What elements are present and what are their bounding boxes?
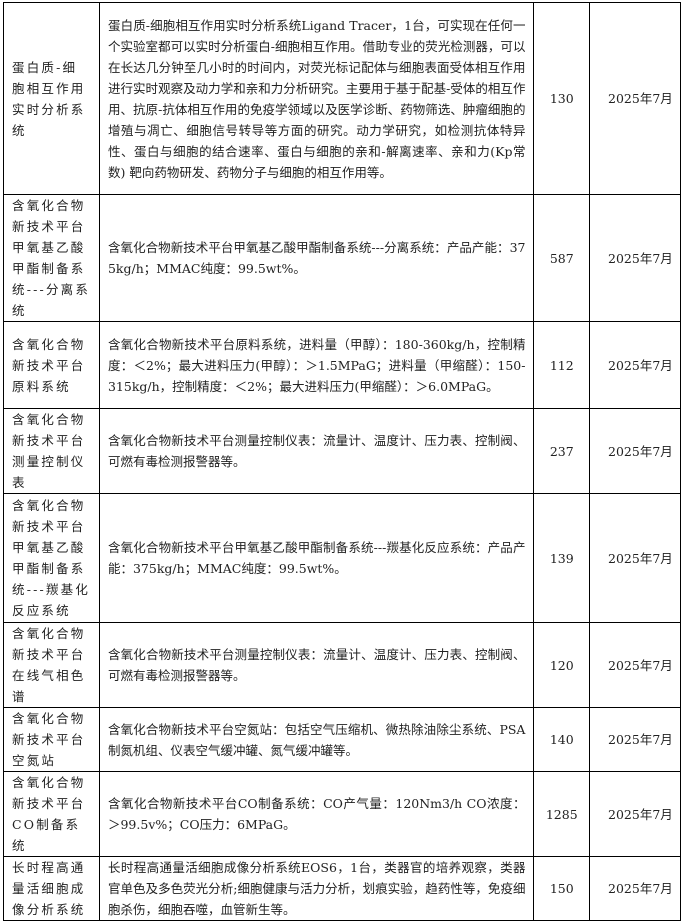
table-row: 含氧化合物新技术平台测量控制仪表 含氧化合物新技术平台测量控制仪表：流量计、温度计… xyxy=(3,408,681,494)
equipment-value: 112 xyxy=(533,321,591,409)
equipment-value: 237 xyxy=(533,408,591,494)
equipment-description: 蛋白质-细胞相互作用实时分析系统Ligand Tracer，1台，可实现在任何一… xyxy=(98,2,535,195)
equipment-value: 139 xyxy=(533,493,591,623)
acquisition-date: 2025年7月 xyxy=(589,194,681,322)
equipment-description: 含氧化合物新技术平台空氮站：包括空气压缩机、微热除油除尘系统、PSA制氮机组、仪… xyxy=(98,707,535,772)
equipment-name: 蛋白质-细胞相互作用实时分析系统 xyxy=(3,2,100,195)
acquisition-date: 2025年7月 xyxy=(589,493,681,623)
acquisition-date: 2025年7月 xyxy=(589,771,681,857)
equipment-name: 含氧化合物新技术平台CO制备系统 xyxy=(3,771,100,857)
table-row: 含氧化合物新技术平台CO制备系统 含氧化合物新技术平台CO制备系统：CO产气量：1… xyxy=(3,771,681,857)
equipment-value: 150 xyxy=(533,856,591,921)
table-row: 蛋白质-细胞相互作用实时分析系统 蛋白质-细胞相互作用实时分析系统Ligand T… xyxy=(3,2,681,195)
equipment-value: 120 xyxy=(533,622,591,708)
acquisition-date: 2025年7月 xyxy=(589,622,681,708)
acquisition-date: 2025年7月 xyxy=(589,707,681,772)
table-row: 长时程高通量活细胞成像分析系统 长时程高通量活细胞成像分析系统EOS6，1台，类器… xyxy=(3,856,681,921)
equipment-value: 140 xyxy=(533,707,591,772)
equipment-name: 含氧化合物新技术平台在线气相色谱 xyxy=(3,622,100,708)
table-row: 含氧化合物新技术平台甲氧基乙酸甲酯制备系统---羰基化反应系统 含氧化合物新技术平… xyxy=(3,493,681,623)
equipment-description: 长时程高通量活细胞成像分析系统EOS6，1台，类器官的培养观察，类器官单色及多色… xyxy=(98,856,535,921)
equipment-description: 含氧化合物新技术平台原料系统，进料量（甲醇）：180-360kg/h，控制精度：… xyxy=(98,321,535,409)
acquisition-date: 2025年7月 xyxy=(589,2,681,195)
equipment-name: 含氧化合物新技术平台空氮站 xyxy=(3,707,100,772)
table-row: 含氧化合物新技术平台空氮站 含氧化合物新技术平台空氮站：包括空气压缩机、微热除油除… xyxy=(3,707,681,772)
equipment-name: 含氧化合物新技术平台甲氧基乙酸甲酯制备系统---羰基化反应系统 xyxy=(3,493,100,623)
table-row: 含氧化合物新技术平台在线气相色谱 含氧化合物新技术平台测量控制仪表：流量计、温度计… xyxy=(3,622,681,708)
table-row: 含氧化合物新技术平台原料系统 含氧化合物新技术平台原料系统，进料量（甲醇）：180… xyxy=(3,321,681,409)
equipment-name: 含氧化合物新技术平台甲氧基乙酸甲酯制备系统---分离系统 xyxy=(3,194,100,322)
equipment-description: 含氧化合物新技术平台测量控制仪表：流量计、温度计、压力表、控制阀、可燃有毒检测报… xyxy=(98,622,535,708)
equipment-value: 130 xyxy=(533,2,591,195)
equipment-name: 含氧化合物新技术平台原料系统 xyxy=(3,321,100,409)
acquisition-date: 2025年7月 xyxy=(589,321,681,409)
acquisition-date: 2025年7月 xyxy=(589,856,681,921)
equipment-description: 含氧化合物新技术平台甲氧基乙酸甲酯制备系统---分离系统：产品产能：375kg/… xyxy=(98,194,535,322)
equipment-value: 587 xyxy=(533,194,591,322)
equipment-name: 含氧化合物新技术平台测量控制仪表 xyxy=(3,408,100,494)
acquisition-date: 2025年7月 xyxy=(589,408,681,494)
equipment-description: 含氧化合物新技术平台测量控制仪表：流量计、温度计、压力表、控制阀、可燃有毒检测报… xyxy=(98,408,535,494)
equipment-description: 含氧化合物新技术平台甲氧基乙酸甲酯制备系统---羰基化反应系统：产品产能：375… xyxy=(98,493,535,623)
equipment-description: 含氧化合物新技术平台CO制备系统：CO产气量：120Nm3/h CO浓度：＞99… xyxy=(98,771,535,857)
equipment-name: 长时程高通量活细胞成像分析系统 xyxy=(3,856,100,921)
table-row: 含氧化合物新技术平台甲氧基乙酸甲酯制备系统---分离系统 含氧化合物新技术平台甲氧… xyxy=(3,194,681,322)
equipment-table: 蛋白质-细胞相互作用实时分析系统 蛋白质-细胞相互作用实时分析系统Ligand T… xyxy=(3,2,681,921)
equipment-value: 1285 xyxy=(533,771,591,857)
